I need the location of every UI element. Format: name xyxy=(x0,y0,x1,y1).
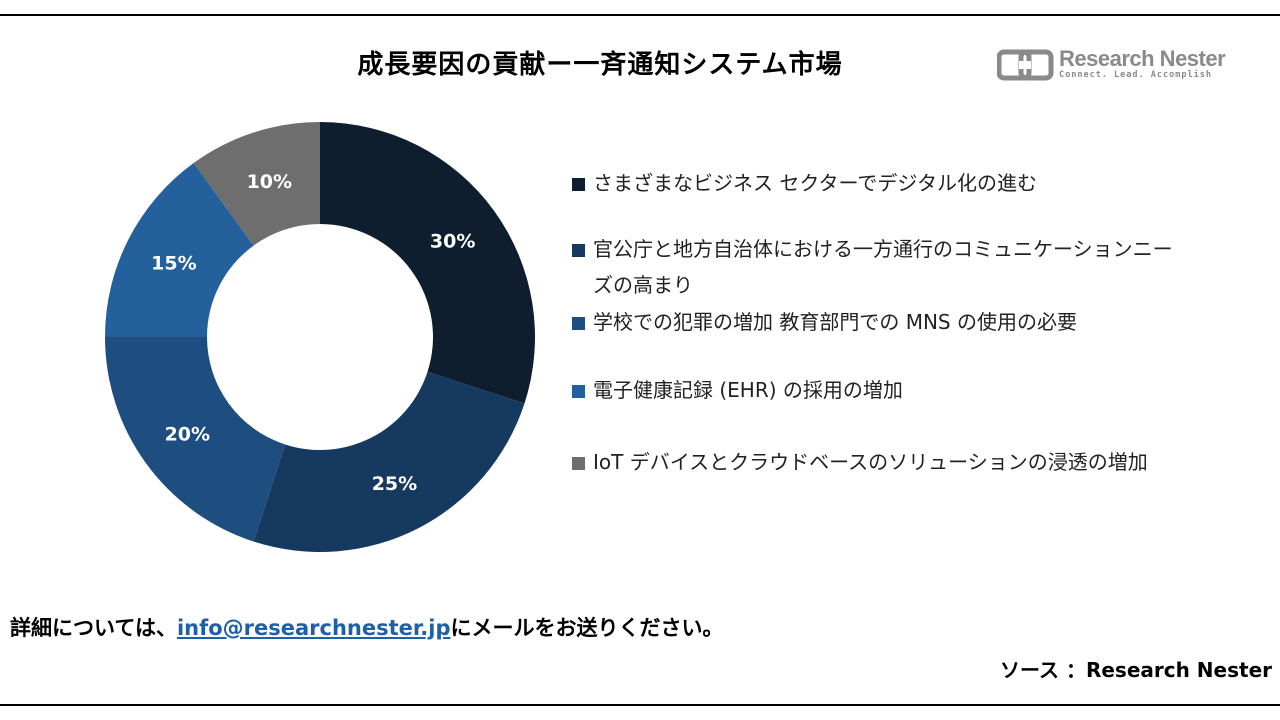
legend-swatch xyxy=(572,457,585,470)
chart-title: 成長要因の貢献ー一斉通知システム市場 xyxy=(357,50,843,80)
contact-note: 詳細については、info@researchnester.jpにメールをお送りくだ… xyxy=(10,612,723,642)
donut-slice xyxy=(105,337,286,542)
brand-name: Research Nester xyxy=(1059,46,1226,71)
brand-tagline: Connect. Lead. Accomplish xyxy=(1059,70,1212,80)
legend-label: 官公庁と地方自治体における一方通行のコミュニケーションニーズの高まり xyxy=(593,237,1173,297)
legend-label: 学校での犯罪の増加 教育部門での MNS の使用の必要 xyxy=(593,310,1077,334)
legend-swatch xyxy=(572,244,585,257)
legend: さまざまなビジネス セクターでデジタル化の進む 官公庁と地方自治体における一方通… xyxy=(572,0,1252,560)
legend-swatch xyxy=(572,317,585,330)
contact-email-link[interactable]: info@researchnester.jp xyxy=(176,616,451,640)
slice-percent-label: 15% xyxy=(151,253,196,275)
legend-item-iot-cloud: IoT デバイスとクラウドベースのソリューションの浸透の増加 xyxy=(572,444,1213,480)
research-nester-logo-icon xyxy=(997,49,1054,81)
legend-swatch xyxy=(572,385,585,398)
legend-item-digitalization: さまざまなビジネス セクターでデジタル化の進む xyxy=(572,165,1193,201)
legend-item-school-crime: 学校での犯罪の増加 教育部門での MNS の使用の必要 xyxy=(572,304,1193,340)
legend-item-ehr-adoption: 電子健康記録 (EHR) の採用の増加 xyxy=(572,372,1193,408)
legend-label: さまざまなビジネス セクターでデジタル化の進む xyxy=(593,171,1037,195)
brand-logo: Research Nester Connect. Lead. Accomplis… xyxy=(997,46,1227,88)
slice-percent-label: 30% xyxy=(430,231,475,253)
donut-slices xyxy=(105,122,535,552)
source-note: ソース ：Research Nester xyxy=(999,658,1272,682)
legend-label: IoT デバイスとクラウドベースのソリューションの浸透の増加 xyxy=(593,450,1148,474)
slice-percent-label: 25% xyxy=(372,473,417,495)
contact-prefix: 詳細については、 xyxy=(10,616,177,640)
slice-labels: 30% 25% 20% 15% 10% xyxy=(151,171,475,495)
donut-slice xyxy=(253,371,525,552)
donut-slice xyxy=(193,122,320,246)
slice-percent-label: 10% xyxy=(247,171,292,193)
donut-slice xyxy=(320,122,535,404)
legend-label: 電子健康記録 (EHR) の採用の増加 xyxy=(593,378,903,402)
bottom-rule xyxy=(0,704,1280,706)
donut-chart: 30% 25% 20% 15% 10% xyxy=(105,122,535,552)
donut-slice xyxy=(105,163,254,337)
legend-item-government-communication: 官公庁と地方自治体における一方通行のコミュニケーションニーズの高まり xyxy=(572,231,1173,303)
top-rule xyxy=(0,14,1280,16)
legend-swatch xyxy=(572,178,585,191)
slice-percent-label: 20% xyxy=(165,423,210,445)
contact-suffix: にメールをお送りください。 xyxy=(450,616,724,640)
